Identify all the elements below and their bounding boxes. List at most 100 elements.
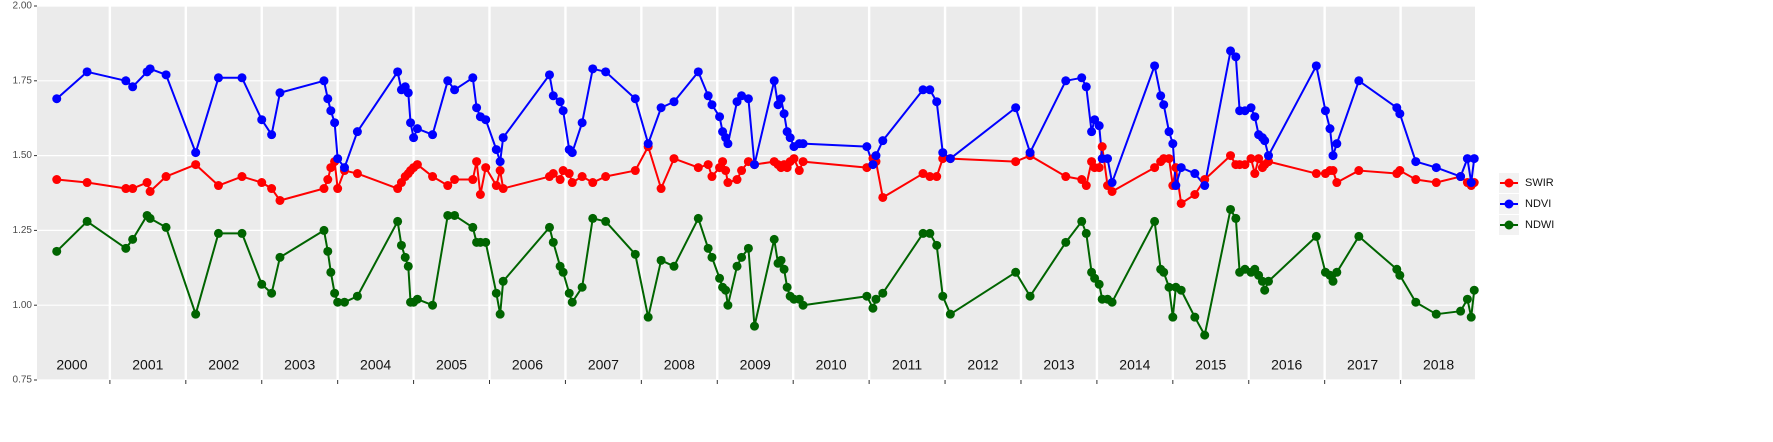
data-point [548,91,558,101]
data-point [601,67,611,77]
data-point [1168,139,1178,149]
data-point [715,273,725,283]
data-point [481,237,491,247]
data-point [1328,166,1338,176]
data-point [472,157,482,167]
data-point [393,67,403,77]
data-point [1061,76,1071,86]
data-point [1456,172,1466,182]
data-point [693,67,703,77]
data-point [588,213,598,223]
x-tick-label: 2003 [284,357,315,373]
data-point [191,309,201,319]
data-point [1025,148,1035,158]
data-point [577,118,587,128]
data-point [1246,103,1256,113]
data-point [1081,228,1091,238]
data-point [1462,294,1472,304]
data-point [932,172,942,182]
data-point [1176,163,1186,173]
data-point [798,139,808,149]
data-point [352,169,362,179]
data-point [145,64,155,74]
data-point [925,172,935,182]
data-point [450,175,460,185]
data-point [400,252,410,262]
data-point [237,73,247,83]
data-point [145,213,155,223]
data-point [191,160,201,170]
data-point [1254,154,1264,164]
x-tick-label: 2000 [56,357,87,373]
legend-marker [1504,199,1514,209]
data-point [352,291,362,301]
data-point [121,184,131,194]
data-point [798,157,808,167]
data-point [776,255,786,265]
data-point [1395,109,1405,119]
data-point [1431,163,1441,173]
data-point [868,160,878,170]
data-point [782,282,792,292]
data-point [1190,169,1200,179]
data-point [237,172,247,182]
x-tick-label: 2018 [1423,357,1454,373]
data-point [326,106,336,116]
data-point [1263,151,1273,161]
data-point [495,157,505,167]
data-point [1311,61,1321,71]
data-point [1231,52,1241,62]
data-point [472,103,482,113]
data-point [481,115,491,125]
data-point [878,136,888,146]
data-point [82,178,92,188]
data-point [1107,178,1117,188]
data-point [558,267,568,277]
data-point [267,184,277,194]
data-point [323,246,333,256]
data-point [1320,106,1330,116]
data-point [749,160,759,170]
x-tick-label: 2006 [512,357,543,373]
data-point [326,267,336,277]
data-point [403,261,413,271]
data-point [1354,231,1364,241]
data-point [409,133,419,143]
data-point [213,73,223,83]
data-point [330,288,340,298]
data-point [715,112,725,122]
data-point [743,243,753,253]
data-point [1077,73,1087,83]
legend-marker [1504,178,1514,188]
data-point [743,94,753,104]
data-point [339,163,349,173]
legend-item: NDVI [1499,194,1551,214]
data-point [630,94,640,104]
data-point [925,85,935,95]
data-point [785,133,795,143]
data-point [1263,276,1273,286]
data-point [468,73,478,83]
data-point [544,70,554,80]
data-point [161,222,171,232]
data-point [275,88,285,98]
data-point [1260,285,1270,295]
data-point [1462,154,1472,164]
data-point [1190,189,1200,199]
data-point [1395,166,1405,176]
data-point [393,216,403,226]
data-point [577,282,587,292]
data-point [630,249,640,259]
data-point [1107,297,1117,307]
data-point [601,172,611,182]
data-point [567,178,577,188]
data-point [495,309,505,319]
data-point [481,163,491,173]
data-point [1325,124,1335,134]
legend-label: NDWI [1525,219,1554,231]
data-point [128,234,138,244]
data-point [428,130,438,140]
legend-label: SWIR [1525,177,1554,189]
data-point [1328,276,1338,286]
data-point [732,261,742,271]
